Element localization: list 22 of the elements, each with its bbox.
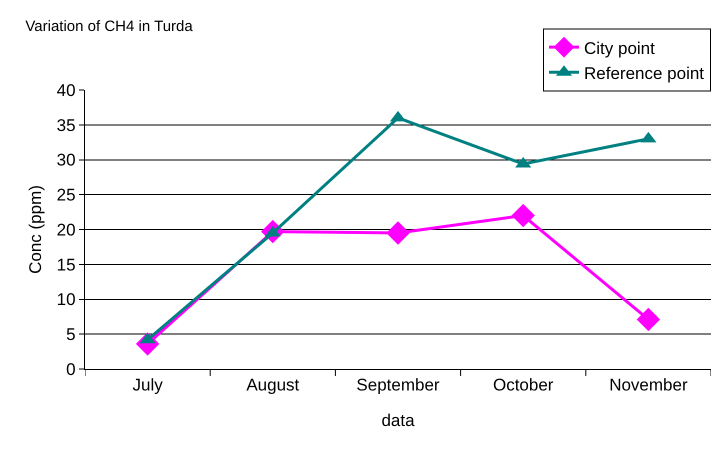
y-tick-label: 0 xyxy=(66,360,76,379)
point xyxy=(636,308,660,332)
point xyxy=(386,221,410,245)
y-tick-label: 40 xyxy=(56,80,76,100)
x-tick-label: August xyxy=(246,375,300,394)
legend-label: City point xyxy=(584,38,656,58)
x-tick-label: November xyxy=(609,375,688,394)
x-tick-label: September xyxy=(356,375,440,394)
y-axis-title: Conc (ppm) xyxy=(26,185,46,274)
point xyxy=(512,204,535,228)
y-tick-label: 30 xyxy=(56,150,76,170)
y-tick-label: 25 xyxy=(56,186,76,205)
x-tick-label: October xyxy=(492,375,554,394)
y-tick-label: 20 xyxy=(56,220,76,240)
x-tick-label: July xyxy=(132,375,164,394)
y-tick-label: 15 xyxy=(56,255,76,274)
legend-label: Reference point xyxy=(584,64,704,83)
y-tick-label: 5 xyxy=(66,325,76,344)
y-tick-label: 35 xyxy=(56,116,76,135)
y-tick-label: 10 xyxy=(56,290,76,310)
chart-title: Variation of CH4 in Turda xyxy=(25,18,194,36)
x-axis-title: data xyxy=(381,410,416,430)
